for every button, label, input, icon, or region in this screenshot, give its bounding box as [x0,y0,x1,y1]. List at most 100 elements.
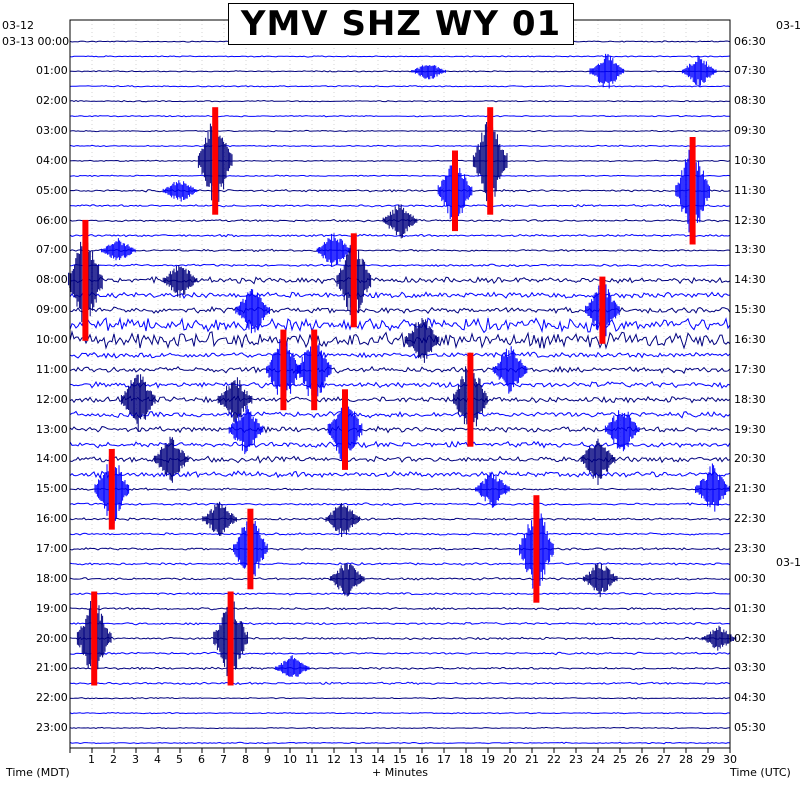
event-waveform [274,655,310,677]
left-axis-label: Time (MDT) [6,766,70,779]
clipped-marker [487,107,494,215]
left-tick-label: 11:00 [36,362,68,376]
event-burst [233,508,268,590]
event-waveform [228,405,264,455]
bottom-tick-label: 13 [349,753,363,766]
event-burst [589,53,625,89]
event-waveform [316,233,352,267]
event-burst [329,563,365,597]
left-tick-label: 18:00 [36,571,68,585]
clipped-marker [108,449,115,530]
right-tick-label: 23:30 [734,541,766,555]
bottom-tick-label: 30 [723,753,737,766]
trace-row [69,291,731,300]
bottom-tick-label: 8 [242,753,249,766]
left-date-top: 03-12 [2,19,34,32]
bottom-tick-label: 2 [110,753,117,766]
clipped-marker [247,508,254,590]
right-tick-label: 13:30 [734,243,766,257]
clipped-marker [533,495,540,603]
bottom-tick-label: 20 [503,753,517,766]
trace-row [69,316,731,334]
event-burst [217,377,253,424]
event-waveform [701,625,737,651]
clipped-marker [350,233,357,328]
right-date-top: 03-1 [776,19,800,32]
right-tick-label: 09:30 [734,124,766,138]
event-burst [437,150,473,232]
event-burst [266,329,301,411]
event-burst [336,233,372,328]
event-burst [472,107,508,215]
left-tick-label: 07:00 [36,243,68,257]
event-burst [675,137,710,245]
trace-row [69,159,731,163]
event-burst [101,238,136,261]
clipped-marker [311,329,318,411]
trace-row [69,681,731,686]
bottom-tick-label: 3 [132,753,139,766]
event-waveform [202,501,237,536]
event-burst [274,655,310,677]
trace-row [69,636,731,641]
trace-row [69,233,731,238]
left-tick-label: 20:00 [36,631,68,645]
right-tick-label: 04:30 [734,691,766,705]
trace-row [69,55,731,58]
trace-row [69,395,731,404]
trace-row [69,606,731,611]
right-tick-label: 15:30 [734,303,766,317]
left-tick-label: 12:00 [36,392,68,406]
trace-row [69,711,731,715]
right-tick-label: 14:30 [734,273,766,287]
event-burst [153,436,189,483]
trace-row [69,621,731,626]
trace-row [69,248,731,253]
left-tick-label: 04:00 [36,153,68,167]
event-waveform [101,238,136,261]
event-burst [162,180,198,202]
trace-row [69,365,731,375]
event-burst [202,501,237,536]
clipped-marker [212,107,219,215]
right-tick-label: 21:30 [734,482,766,496]
bottom-tick-label: 14 [371,753,385,766]
trace-row [69,741,731,745]
clipped-marker [82,219,89,341]
bottom-tick-label: 25 [613,753,627,766]
right-tick-label: 16:30 [734,333,766,346]
event-burst [94,449,130,530]
event-burst [701,625,737,651]
left-tick-label: 05:00 [36,183,68,197]
bottom-tick-label: 6 [198,753,205,766]
bottom-tick-label: 5 [176,753,183,766]
left-tick-label: 03:00 [36,124,68,138]
left-tick-label: 08:00 [36,273,68,287]
event-burst [681,56,717,87]
clipped-marker [280,329,287,411]
trace-row [69,114,730,118]
event-burst [585,276,620,344]
left-tick-label: 21:00 [36,661,68,675]
trace-row [69,85,731,88]
event-waveform [162,180,198,202]
left-tick-label: 13:00 [36,422,68,436]
event-waveform [329,563,365,597]
event-burst [695,463,730,512]
trace-row [69,517,731,521]
event-waveform [582,563,618,598]
left-tick-label: 06:00 [36,213,68,227]
event-waveform [695,463,730,512]
trace-row [69,562,731,566]
trace-row [69,577,731,581]
left-tick-label: 22:00 [36,691,68,705]
bottom-tick-label: 18 [459,753,473,766]
clipped-marker [452,150,458,232]
event-burst [197,107,233,215]
event-waveform [411,65,446,80]
event-burst [604,410,640,452]
event-waveform [325,503,361,537]
trace-row [69,99,731,103]
event-burst [325,503,361,537]
